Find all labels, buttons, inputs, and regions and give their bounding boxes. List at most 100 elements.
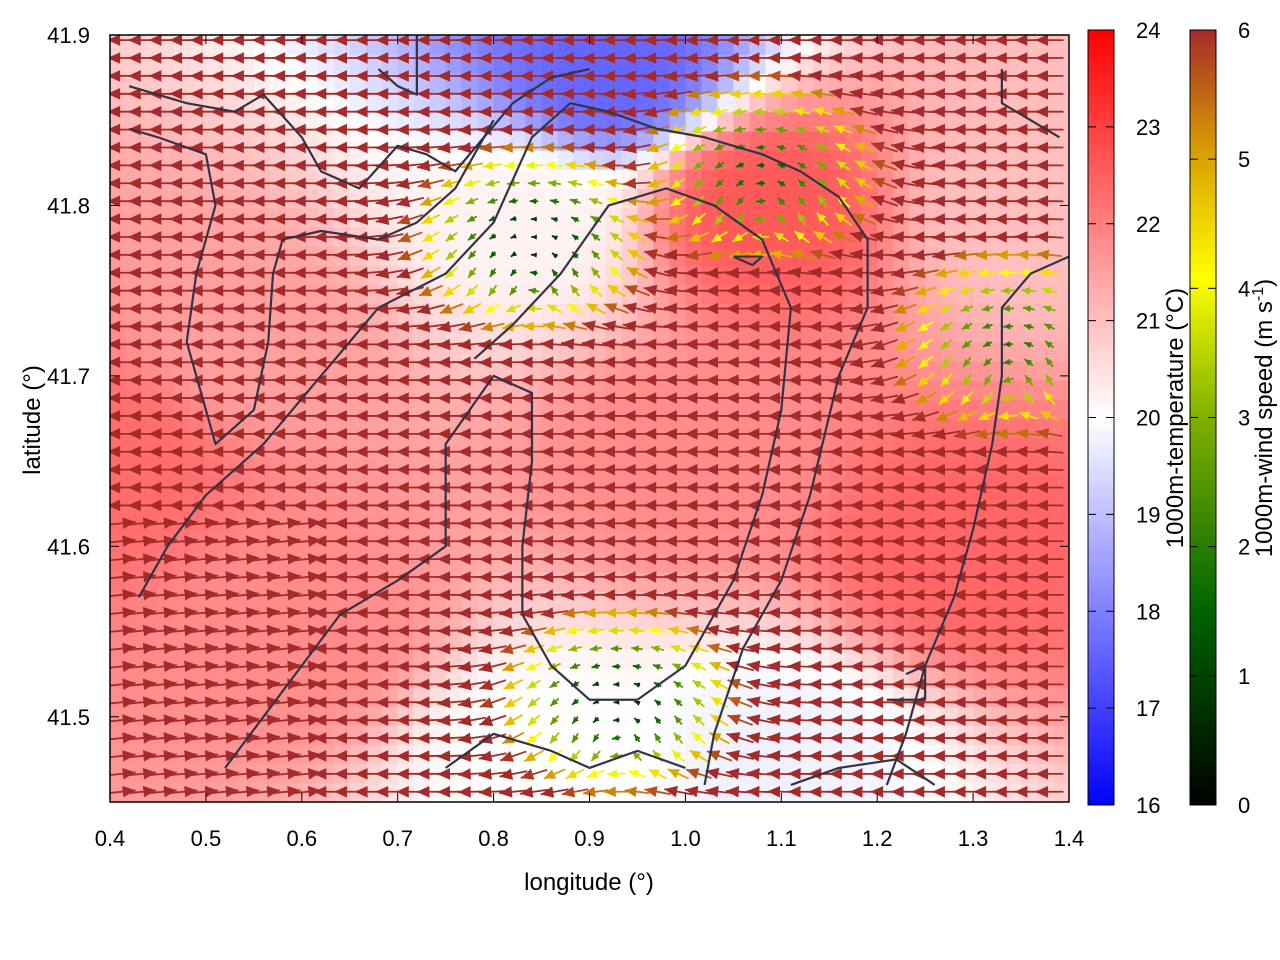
temperature-cell-1741 (797, 380, 814, 400)
temperature-cell-1163 (573, 725, 591, 746)
temperature-cell-1898 (861, 437, 878, 458)
temperature-cell-518 (301, 54, 319, 74)
temperature-cell-1121 (557, 763, 575, 784)
temperature-cell-2391 (1053, 188, 1069, 209)
temperature-cell-307 (221, 265, 239, 285)
temperature-cell-1792 (813, 169, 830, 189)
temperature-cell-2365 (1053, 686, 1069, 707)
temperature-cell-1149 (557, 226, 575, 247)
temperature-cell-1882 (861, 744, 878, 765)
temperature-cell-2143 (957, 341, 974, 362)
temperature-cell-1711 (781, 188, 798, 209)
temperature-cell-2327 (1037, 648, 1054, 669)
temperature-cell-1746 (797, 284, 814, 305)
temperature-cell-2258 (1005, 437, 1022, 458)
temperature-cell-1341 (637, 380, 655, 400)
temperature-cell-1543 (717, 341, 734, 362)
wind-arrow-54 (128, 589, 157, 601)
temperature-cell-1275 (605, 111, 623, 132)
temperature-cell-803 (429, 725, 447, 746)
temperature-cell-1150 (557, 207, 575, 228)
temperature-cell-1796 (813, 92, 830, 113)
temperature-cell-756 (397, 92, 415, 113)
temperature-cell-301 (221, 380, 239, 400)
wind-arrow-140 (169, 589, 198, 601)
temperature-cell-663 (365, 341, 383, 362)
temperature-cell-1108 (541, 245, 559, 266)
temperature-cell-142 (157, 360, 175, 381)
temperature-cell-302 (221, 360, 239, 381)
temperature-cell-1742 (797, 360, 814, 381)
temperature-cell-1281 (621, 763, 639, 784)
temperature-cell-1045 (525, 686, 543, 707)
temperature-cell-36 (110, 92, 127, 113)
temperature-cell-644 (365, 706, 383, 726)
temperature-cell-2110 (941, 207, 958, 228)
temperature-cell-248 (205, 629, 223, 650)
temperature-cell-2063 (925, 341, 942, 362)
temperature-cell-727 (397, 648, 415, 669)
temperature-cell-2242 (1005, 744, 1022, 765)
temperature-cell-1008 (509, 629, 527, 650)
temperature-cell-2277 (1005, 73, 1022, 94)
temperature-cell-2092 (941, 552, 958, 573)
temperature-cell-1914 (861, 130, 878, 151)
temperature-cell-2093 (941, 533, 958, 554)
wind-arrow-97 (148, 589, 177, 601)
temperature-cell-1736 (797, 476, 814, 496)
temperature-cell-2397 (1053, 73, 1069, 94)
wind-arrow-138 (169, 624, 198, 637)
temperature-cell-1528 (717, 629, 734, 650)
temperature-cell-44 (125, 706, 143, 726)
temperature-cell-1593 (733, 150, 750, 170)
temperature-cell-1027 (509, 265, 527, 285)
temperature-cell-1435 (669, 111, 686, 132)
temperature-cell-1071 (525, 188, 543, 209)
temperature-cell-2065 (925, 303, 942, 324)
wind-arrow-10 (110, 606, 136, 619)
temperature-cell-1365 (653, 686, 671, 707)
temperature-cell-1394 (653, 130, 671, 151)
wind-arrow-184 (189, 571, 219, 583)
temperature-cell-1733 (797, 533, 814, 554)
temperature-cell-1671 (765, 188, 782, 209)
temperature-cell-1123 (557, 725, 575, 746)
wind-arrow-230 (210, 517, 239, 529)
temperature-cell-1125 (557, 686, 575, 707)
temperature-cell-2272 (1005, 169, 1022, 189)
temperature-cell-1596 (733, 92, 750, 113)
temperature-cell-137 (157, 456, 175, 477)
temperature-cell-2115 (941, 111, 958, 132)
temperature-cell-666 (365, 284, 383, 305)
temperature-cell-1164 (573, 706, 591, 726)
temperature-cell-516 (301, 92, 319, 113)
wind-arrow-51 (128, 642, 157, 655)
temperature-cell-1672 (765, 169, 782, 189)
wind-arrow-301 (251, 785, 280, 798)
temperature-cell-140 (157, 399, 175, 420)
temperature-cell-1907 (861, 265, 878, 285)
temperature-cell-315 (221, 111, 239, 132)
temperature-cell-822 (429, 360, 447, 381)
temperature-cell-1750 (797, 207, 814, 228)
temperature-cell-1521 (717, 763, 734, 784)
temperature-colorbar-tick-label-8: 24 (1136, 18, 1160, 43)
temperature-cell-202 (189, 744, 207, 765)
wind-arrow-130 (169, 767, 198, 780)
wind-arrow-137 (169, 642, 198, 655)
temperature-cell-1883 (861, 725, 878, 746)
wind-arrow-258 (231, 785, 260, 798)
temperature-cell-1104 (541, 322, 559, 343)
temperature-cell-2 (110, 744, 127, 765)
wind-arrow-305 (251, 714, 280, 726)
temperature-cell-1485 (701, 686, 718, 707)
wind-arrow-50 (128, 660, 157, 673)
temperature-cell-1162 (573, 744, 591, 765)
wind-colorbar-tick-label-1: 1 (1238, 664, 1250, 689)
temperature-cell-1674 (765, 130, 782, 151)
temperature-cell-488 (301, 629, 319, 650)
wind-arrow-95 (148, 624, 177, 637)
temperature-colorbar-tick-label-0: 16 (1136, 793, 1160, 818)
x-tick-label-7: 1.1 (766, 826, 797, 851)
wind-arrow-182 (189, 606, 219, 619)
